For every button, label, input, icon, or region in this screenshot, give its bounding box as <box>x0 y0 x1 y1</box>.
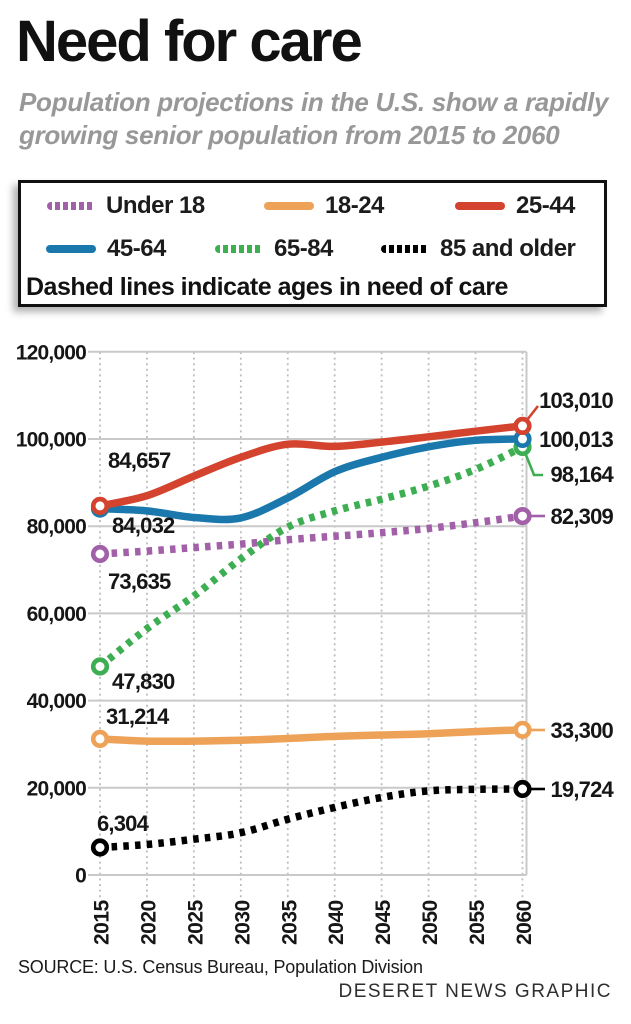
subtitle: Population projections in the U.S. show … <box>19 86 608 152</box>
data-point-marker-under-18 <box>90 544 110 564</box>
source-text: SOURCE: U.S. Census Bureau, Population D… <box>18 957 423 977</box>
data-point-marker-18-24 <box>90 729 110 749</box>
legend-label-18-24: 18-24 <box>325 192 384 219</box>
x-axis-tick-label: 2045 <box>372 899 395 945</box>
x-axis-tick-label: 2035 <box>278 899 301 945</box>
legend-swatch-65-84-dotted-line-icon <box>215 245 263 253</box>
legend-label-45-64: 45-64 <box>107 235 166 262</box>
label-leader-line <box>524 454 543 477</box>
x-axis-tick-label: 2040 <box>325 900 348 945</box>
series-line-under-18 <box>99 512 524 558</box>
data-point-marker-65-84 <box>90 657 110 676</box>
y-axis-tick-label: 20,000 <box>27 777 87 800</box>
legend-item-85-and-older: 85 and older <box>381 234 576 264</box>
legend-label-25-44: 25-44 <box>516 192 575 219</box>
legend-box: Under 18 18-24 25-44 45-64 65-84 85 and older… <box>18 180 607 307</box>
data-point-marker-85-and-older <box>513 779 532 799</box>
x-axis-tick-label: 2030 <box>231 900 254 945</box>
start-value-label-45-64: 84,032 <box>112 513 175 538</box>
start-value-label-85-and-older: 6,304 <box>97 811 150 836</box>
legend-swatch-85-and-older-dotted-line-icon <box>381 245 429 253</box>
subtitle-line-2: growing senior population from 2015 to 2… <box>19 120 560 150</box>
start-value-label-25-44: 84,657 <box>108 448 171 473</box>
end-value-label-65-84: 98,164 <box>551 462 615 487</box>
end-value-label-18-24: 33,300 <box>551 718 614 743</box>
y-axis-tick-label: 80,000 <box>27 516 87 539</box>
series-18-24: 31,214 33,300 <box>90 704 614 749</box>
data-point-marker-25-44 <box>513 416 532 435</box>
population-projection-line-chart: 2015 2020 2025 2030 2035 2040 2045 2050 2055 2060… <box>16 341 616 945</box>
legend-swatch-45-64-solid-line-icon <box>46 245 96 253</box>
legend-item-65-84: 65-84 <box>215 234 333 264</box>
start-value-label-65-84: 47,830 <box>112 669 175 694</box>
x-axis-tick-label: 2020 <box>137 900 160 945</box>
data-point-marker-18-24 <box>513 720 532 739</box>
series-line-25-44 <box>96 422 527 510</box>
series-line-65-84 <box>97 443 525 670</box>
series-line-85-and-older <box>99 785 523 852</box>
series-65-84: 47,830 98,164 <box>90 437 615 694</box>
data-point-marker-25-44 <box>90 496 110 515</box>
legend-item-45-64: 45-64 <box>46 234 166 264</box>
series-45-64: 84,032 100,013 <box>90 427 614 538</box>
legend-item-18-24: 18-24 <box>264 191 384 221</box>
legend-note: Dashed lines indicate ages in need of ca… <box>26 273 508 301</box>
x-axis-tick-label: 2060 <box>513 900 536 945</box>
x-axis-tick-label: 2025 <box>184 899 207 945</box>
legend-swatch-under-18-dotted-line-icon <box>47 202 95 210</box>
y-axis-tick-label: 40,000 <box>27 690 87 713</box>
end-value-label-under-18: 82,309 <box>551 504 614 529</box>
series-line-18-24 <box>96 726 527 746</box>
data-point-marker-under-18 <box>513 507 532 526</box>
subtitle-line-1: Population projections in the U.S. show … <box>19 87 609 117</box>
y-axis-tick-label: 60,000 <box>27 603 87 626</box>
x-axis-tick-label: 2050 <box>419 900 442 945</box>
series-line-45-64 <box>96 435 527 524</box>
label-leader-line <box>525 405 540 421</box>
start-value-label-18-24: 31,214 <box>106 704 170 729</box>
legend-swatch-18-24-solid-line-icon <box>264 202 314 210</box>
data-point-marker-85-and-older <box>90 838 110 857</box>
legend-label-85-and-older: 85 and older <box>440 235 576 262</box>
series-25-44: 84,657 103,010 <box>90 388 614 515</box>
legend-label-65-84: 65-84 <box>274 235 333 262</box>
end-value-label-85-and-older: 19,724 <box>551 777 615 802</box>
y-axis-tick-label: 0 <box>75 865 86 888</box>
page-title: Need for care <box>16 9 363 74</box>
credit-text: DESERET NEWS GRAPHIC <box>338 981 612 1002</box>
end-value-label-45-64: 100,013 <box>539 427 613 452</box>
x-axis-tick-label: 2055 <box>466 899 489 945</box>
legend-label-under-18: Under 18 <box>106 192 205 219</box>
start-value-label-under-18: 73,635 <box>108 569 171 594</box>
series-85-and-older: 6,304 19,724 <box>90 777 615 857</box>
legend-item-under-18: Under 18 <box>47 191 205 221</box>
y-axis-tick-label: 120,000 <box>16 341 86 364</box>
series-under-18: 73,635 82,309 <box>90 504 614 594</box>
y-axis-tick-label: 100,000 <box>16 429 86 452</box>
x-axis-tick-label: 2015 <box>91 899 114 945</box>
legend-item-25-44: 25-44 <box>455 191 575 221</box>
end-value-label-25-44: 103,010 <box>539 388 613 413</box>
legend-swatch-25-44-solid-line-icon <box>455 202 505 210</box>
